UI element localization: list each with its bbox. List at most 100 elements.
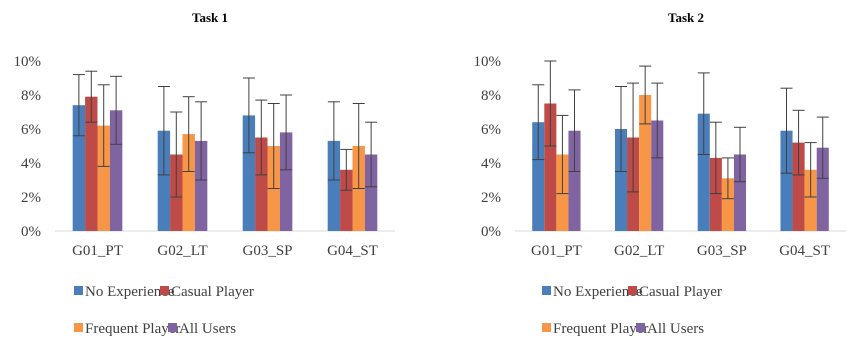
y-tick-label: 4% xyxy=(481,156,501,172)
chart-task-1: Task 1 0% 2% 4% 6% 8% 10% G01_PT G02_LT G03_SP G04… xyxy=(14,10,395,337)
bar-no-experience-g01_pt xyxy=(532,122,545,231)
legend-label: Frequent Player xyxy=(553,321,648,337)
legend-label: Casual Player xyxy=(639,284,722,300)
bar-no-experience-g02_lt xyxy=(614,129,628,231)
y-tick-label: 2% xyxy=(481,190,501,206)
bar-no-experience-g04_st xyxy=(327,140,341,231)
error-bar xyxy=(242,77,255,154)
bar-all-users-g04_st xyxy=(364,154,378,231)
error-bar xyxy=(532,84,545,161)
error-bar xyxy=(157,86,170,176)
legend-label: No Experience xyxy=(85,284,175,300)
error-bar xyxy=(792,109,805,176)
bar-frequent-player-g01_pt xyxy=(97,125,110,231)
error-bar xyxy=(280,94,293,171)
bar-all-users-g04_st xyxy=(816,147,829,231)
error-bar xyxy=(627,82,640,193)
bar-all-users-g01_pt xyxy=(568,130,581,231)
error-bar xyxy=(697,72,710,155)
error-bar xyxy=(110,75,123,145)
y-tick-label: 10% xyxy=(14,54,42,70)
y-tick-label: 10% xyxy=(474,54,502,70)
legend-item: No Experience xyxy=(542,284,643,300)
bar-no-experience-g01_pt xyxy=(72,105,86,231)
bar-casual-player-g01_pt xyxy=(544,103,557,231)
y-tick-label: 8% xyxy=(21,88,41,104)
bar-casual-player-g04_st xyxy=(340,169,353,231)
bar-all-users-g02_lt xyxy=(194,140,208,231)
bar-casual-player-g03_sp xyxy=(709,157,722,231)
bar-casual-player-g03_sp xyxy=(255,137,268,231)
error-bar xyxy=(327,101,340,181)
error-bar xyxy=(556,114,569,195)
bar-frequent-player-g02_lt xyxy=(182,134,195,231)
legend-swatch xyxy=(74,323,83,332)
x-tick-label: G01_PT xyxy=(531,243,582,259)
y-tick-label: 0% xyxy=(21,224,41,240)
bar-casual-player-g04_st xyxy=(792,142,805,231)
chart-title: Task 2 xyxy=(668,10,704,25)
error-bar xyxy=(804,142,817,198)
legend-label: Frequent Player xyxy=(85,321,180,337)
legend-label: All Users xyxy=(647,321,704,337)
error-bar xyxy=(267,103,280,189)
error-bar xyxy=(709,121,722,195)
error-bar xyxy=(352,103,365,189)
x-tick-label: G01_PT xyxy=(72,243,123,259)
legend-swatch xyxy=(160,286,169,295)
bar-no-experience-g04_st xyxy=(780,130,793,231)
bar-no-experience-g03_sp xyxy=(242,115,256,231)
error-bar xyxy=(733,126,746,183)
bar-frequent-player-g04_st xyxy=(804,169,817,231)
legend-item: Casual Player xyxy=(160,284,254,300)
error-bar xyxy=(97,84,110,167)
y-tick-label: 6% xyxy=(481,122,501,138)
x-tick-label: G04_ST xyxy=(779,243,830,259)
chart-task-2: Task 2 0% 2% 4% 6% 8% 10% G01_PT G02_LT G03_SP G04… xyxy=(474,10,846,337)
error-bar xyxy=(195,101,208,181)
legend-item: No Experience xyxy=(74,284,175,300)
bar-no-experience-g03_sp xyxy=(697,113,710,231)
chart-title: Task 1 xyxy=(192,10,228,25)
error-bar xyxy=(816,116,829,179)
bar-frequent-player-g02_lt xyxy=(639,95,652,231)
error-bar xyxy=(170,111,183,198)
legend-swatch xyxy=(628,286,637,295)
y-tick-label: 0% xyxy=(481,224,501,240)
bar-all-users-g02_lt xyxy=(651,120,664,231)
error-bar xyxy=(72,74,85,137)
legend-swatch xyxy=(542,286,551,295)
x-tick-label: G03_SP xyxy=(697,243,747,259)
y-tick-label: 8% xyxy=(481,88,501,104)
legend-label: No Experience xyxy=(553,284,643,300)
bar-frequent-player-g03_sp xyxy=(721,178,734,231)
legend-label: All Users xyxy=(179,321,236,337)
bar-all-users-g03_sp xyxy=(733,154,747,231)
error-bar xyxy=(85,70,98,123)
y-tick-label: 4% xyxy=(21,156,41,172)
y-tick-label: 2% xyxy=(21,190,41,206)
x-tick-label: G02_LT xyxy=(614,243,664,259)
legend-item: All Users xyxy=(168,321,236,337)
bar-all-users-g03_sp xyxy=(279,132,293,231)
bar-no-experience-g02_lt xyxy=(157,130,171,231)
legend-item: Casual Player xyxy=(628,284,722,300)
error-bar xyxy=(340,148,353,191)
legend-swatch xyxy=(74,286,83,295)
error-bar xyxy=(780,87,793,174)
legend-label: Casual Player xyxy=(171,284,254,300)
error-bar xyxy=(721,157,734,200)
legend-item: Frequent Player xyxy=(542,321,648,337)
legend-swatch xyxy=(542,323,551,332)
x-tick-label: G03_SP xyxy=(242,243,292,259)
bar-casual-player-g01_pt xyxy=(85,96,98,231)
error-bar xyxy=(255,99,268,176)
error-bar xyxy=(568,89,581,172)
error-bar xyxy=(365,121,378,188)
error-bar xyxy=(544,60,557,147)
bar-all-users-g01_pt xyxy=(109,110,123,231)
error-bar xyxy=(182,96,195,172)
error-bar xyxy=(615,86,628,172)
x-tick-label: G04_ST xyxy=(327,243,378,259)
